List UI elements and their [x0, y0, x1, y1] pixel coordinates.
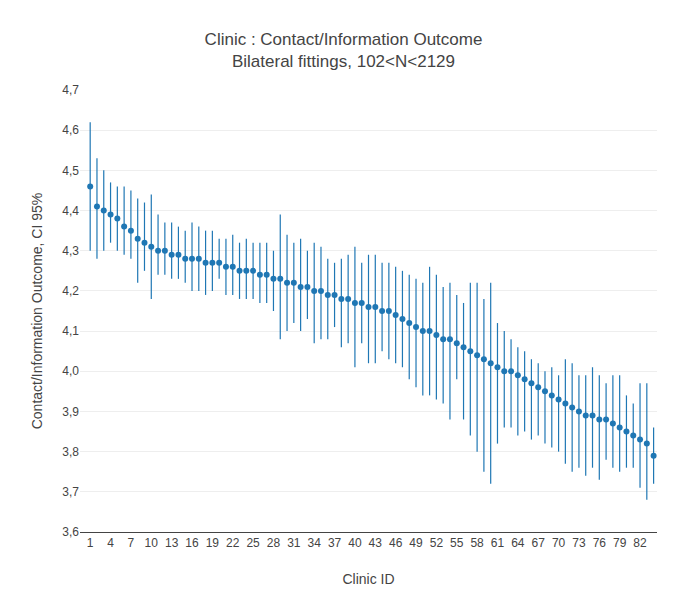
svg-text:73: 73 [572, 536, 586, 550]
svg-text:43: 43 [369, 536, 383, 550]
svg-text:64: 64 [511, 536, 525, 550]
svg-text:28: 28 [267, 536, 281, 550]
svg-text:52: 52 [430, 536, 444, 550]
svg-text:4,2: 4,2 [62, 284, 79, 298]
svg-text:1: 1 [87, 536, 94, 550]
svg-text:4,3: 4,3 [62, 244, 79, 258]
svg-text:Clinic : Contact/Information O: Clinic : Contact/Information OutcomeBila… [205, 30, 483, 71]
svg-text:40: 40 [348, 536, 362, 550]
svg-text:4,4: 4,4 [62, 204, 79, 218]
svg-text:31: 31 [287, 536, 301, 550]
svg-text:4,7: 4,7 [62, 83, 79, 97]
svg-text:3,6: 3,6 [62, 525, 79, 539]
svg-text:3,7: 3,7 [62, 485, 79, 499]
svg-text:7: 7 [128, 536, 135, 550]
svg-text:76: 76 [593, 536, 607, 550]
svg-text:37: 37 [328, 536, 342, 550]
svg-text:49: 49 [409, 536, 423, 550]
svg-text:3,9: 3,9 [62, 405, 79, 419]
svg-text:4: 4 [107, 536, 114, 550]
svg-text:4,1: 4,1 [62, 324, 79, 338]
svg-text:4,0: 4,0 [62, 364, 79, 378]
svg-text:13: 13 [165, 536, 179, 550]
svg-text:82: 82 [633, 536, 647, 550]
svg-text:Contact/Information Outcome, C: Contact/Information Outcome, CI 95% [29, 193, 45, 430]
svg-text:3,8: 3,8 [62, 445, 79, 459]
svg-text:61: 61 [491, 536, 505, 550]
svg-text:25: 25 [246, 536, 260, 550]
svg-text:55: 55 [450, 536, 464, 550]
svg-text:70: 70 [552, 536, 566, 550]
svg-text:58: 58 [470, 536, 484, 550]
svg-text:22: 22 [226, 536, 240, 550]
svg-text:4,5: 4,5 [62, 164, 79, 178]
svg-text:16: 16 [185, 536, 199, 550]
svg-text:10: 10 [145, 536, 159, 550]
svg-text:34: 34 [308, 536, 322, 550]
svg-text:4,6: 4,6 [62, 123, 79, 137]
svg-text:67: 67 [532, 536, 546, 550]
svg-text:79: 79 [613, 536, 627, 550]
svg-text:19: 19 [206, 536, 220, 550]
svg-text:46: 46 [389, 536, 403, 550]
svg-text:Clinic ID: Clinic ID [342, 571, 394, 587]
